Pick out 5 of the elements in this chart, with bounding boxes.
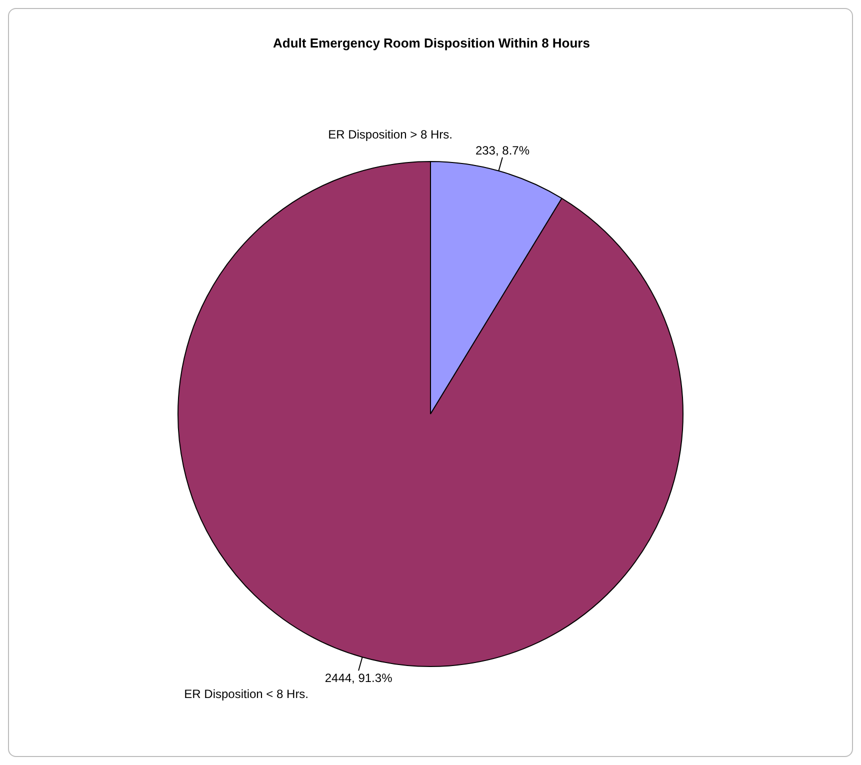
data-label: 2444, 91.3% xyxy=(324,670,393,685)
data-label: 233, 8.7% xyxy=(475,144,530,158)
slice-label: ER Disposition > 8 Hrs. xyxy=(328,128,452,142)
slice-label: ER Disposition < 8 Hrs. xyxy=(184,686,309,701)
chart-title: Adult Emergency Room Disposition Within 8 Hours xyxy=(273,36,590,51)
